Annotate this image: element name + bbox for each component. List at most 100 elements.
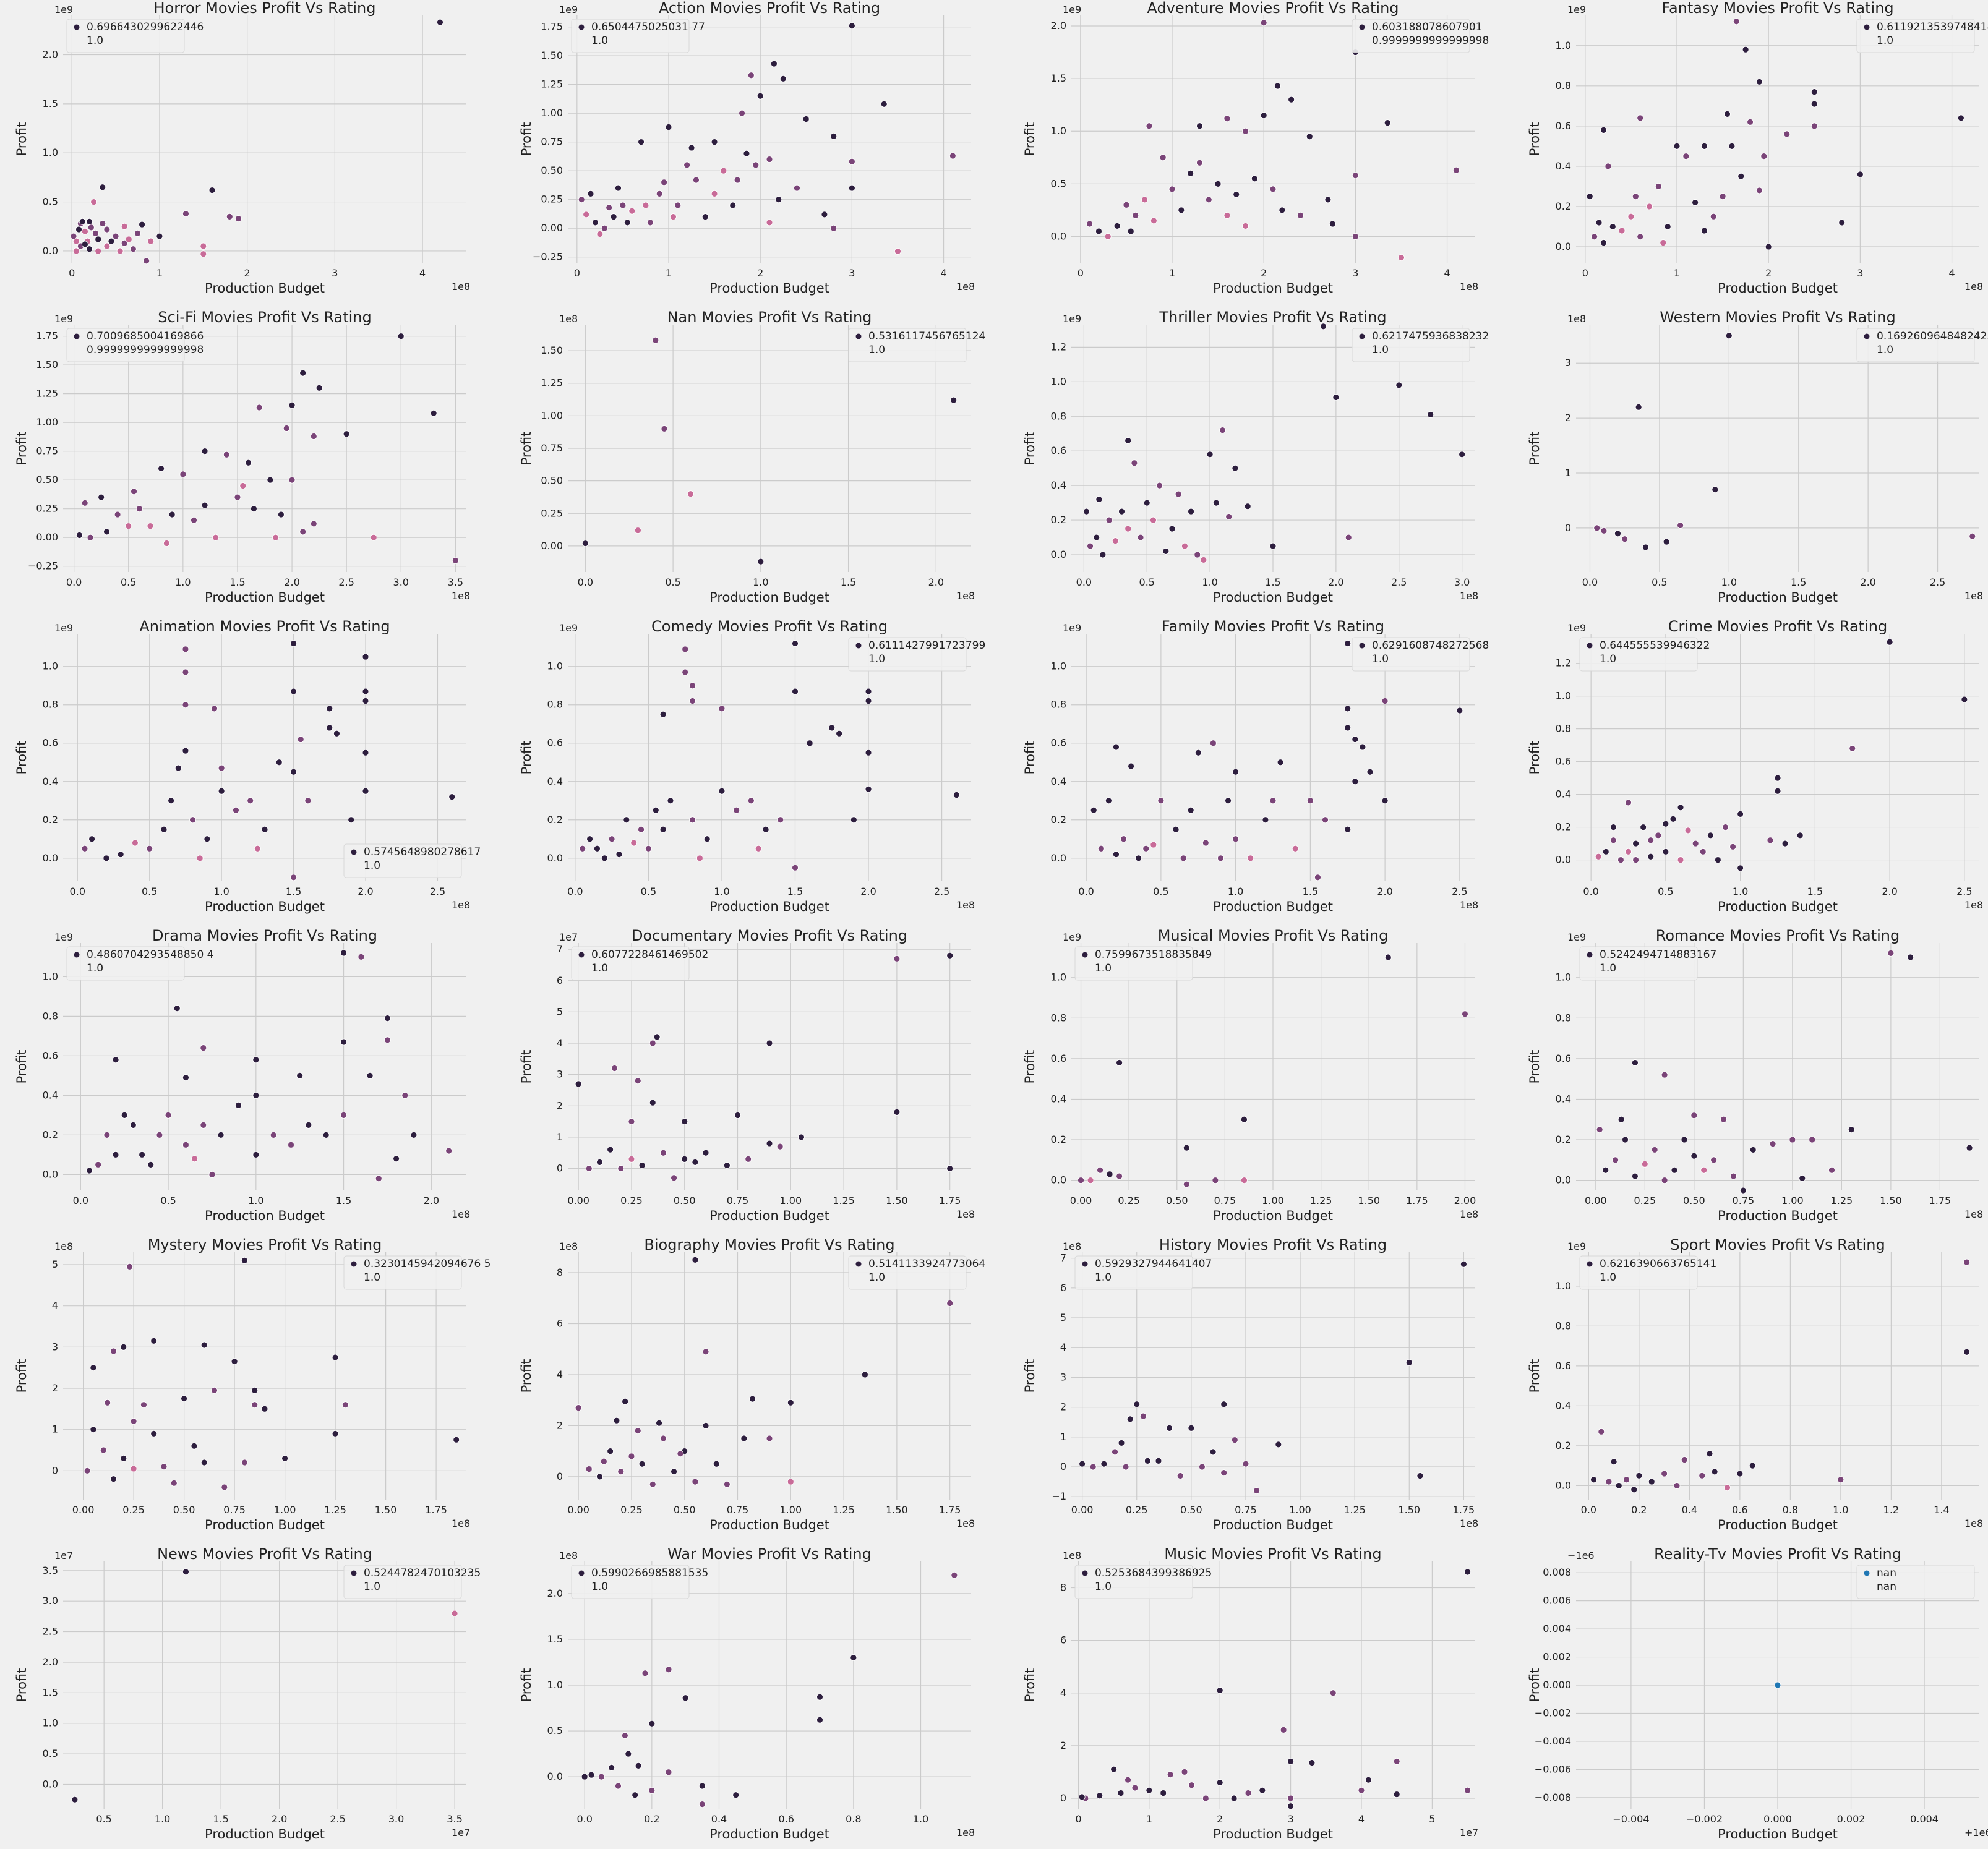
y-tick-label: 1.75 [541, 21, 563, 33]
data-point [771, 60, 778, 67]
data-point [296, 1072, 304, 1079]
data-point [1116, 1059, 1123, 1066]
chart-title: Fantasy Movies Profit Vs Rating [1661, 0, 1893, 17]
data-point [1711, 1468, 1718, 1475]
data-point [87, 224, 95, 231]
data-point [777, 816, 784, 824]
data-point [261, 826, 268, 833]
y-tick-label: 2 [1060, 1401, 1066, 1413]
data-point [143, 257, 150, 265]
data-point [1245, 1790, 1252, 1796]
y-tick-label: 0.0 [1556, 854, 1571, 866]
data-point [1737, 810, 1744, 818]
data-point [191, 1155, 199, 1163]
y-tick-label: 0.2 [1556, 1134, 1571, 1145]
data-point [1156, 482, 1163, 489]
y-tick-label: 4 [1060, 1341, 1066, 1353]
data-point [798, 1134, 805, 1141]
data-point [1452, 166, 1460, 174]
x-axis-label: Production Budget [1718, 590, 1838, 605]
y-tick-label: 3 [1565, 357, 1571, 369]
y-tick-label: 2.5 [43, 1626, 58, 1638]
data-point [1090, 806, 1097, 814]
data-point [1677, 804, 1684, 811]
data-point [652, 806, 659, 814]
data-point [129, 246, 137, 253]
x-tick-label: 2.0 [1328, 576, 1343, 588]
data-point [687, 490, 694, 498]
data-point [1344, 640, 1352, 647]
data-point [1095, 228, 1102, 235]
y-offset-label: 1e9 [54, 931, 73, 943]
data-point [733, 806, 740, 814]
x-tick-label: 2.0 [272, 1813, 287, 1825]
data-point [1155, 1457, 1162, 1464]
chart-title: Sci-Fi Movies Profit Vs Rating [158, 309, 371, 326]
legend-box [571, 1565, 690, 1599]
data-point [267, 476, 274, 484]
x-tick-label: 2.0 [1882, 886, 1897, 897]
y-axis-label: Profit [14, 432, 29, 466]
data-point [1181, 1769, 1188, 1775]
data-point [1087, 542, 1094, 550]
x-tick-label: 0.25 [620, 1195, 643, 1206]
y-tick-label: 0.5 [43, 196, 58, 208]
chart-title: Family Movies Profit Vs Rating [1162, 618, 1384, 635]
data-point [1202, 839, 1209, 847]
data-point [332, 1430, 339, 1437]
y-tick-label: 5 [1060, 1312, 1066, 1323]
legend-box [1074, 1255, 1193, 1290]
data-point [583, 211, 590, 218]
data-point [1314, 874, 1321, 881]
data-point [946, 1165, 954, 1172]
data-point [358, 954, 365, 960]
data-point [752, 161, 760, 169]
x-tick-label: 1.0 [714, 886, 729, 897]
data-point [1106, 1171, 1113, 1178]
data-point [1288, 96, 1295, 103]
legend-box [1352, 19, 1470, 53]
data-point [1456, 707, 1463, 714]
x-tick-label: 1.5 [1303, 886, 1318, 897]
data-point [611, 1065, 618, 1072]
data-point [634, 1077, 641, 1085]
chart-panel-17: 0.00 0.25 0.50 0.75 1.00 1.25 1.50 1.75 0 1 2 3 4 5 1e… [14, 1236, 491, 1532]
chart-panel-15: 0.00 0.25 0.50 0.75 1.00 1.25 1.50 1.75 2.00 0.0 0… [1022, 927, 1478, 1223]
data-point [250, 505, 257, 513]
data-point [740, 1435, 748, 1442]
data-point [1324, 196, 1332, 203]
x-tick-label: 0.000 [1763, 1813, 1792, 1825]
data-point [739, 109, 745, 117]
data-point [1125, 1776, 1131, 1783]
legend-box [1856, 1565, 1975, 1599]
x-tick-label: 3.5 [447, 1813, 462, 1825]
legend-entry: 0.5244782470103235 [364, 1567, 481, 1579]
data-point [108, 237, 115, 245]
x-tick-label: 0.5 [1139, 576, 1155, 588]
x-tick-label: 2.5 [1930, 576, 1945, 588]
data-point [290, 768, 297, 775]
x-offset-label: 1e8 [1460, 590, 1478, 602]
data-point [1127, 228, 1134, 235]
data-point [340, 949, 347, 957]
data-point [233, 806, 239, 814]
y-tick-label: 0.4 [43, 775, 58, 787]
x-offset-label: 1e8 [452, 1208, 470, 1220]
data-point [634, 1427, 641, 1435]
data-point [163, 540, 170, 547]
data-point [1590, 1476, 1597, 1484]
data-point [756, 92, 764, 100]
data-point [147, 237, 155, 245]
y-tick-label: 1.5 [1051, 72, 1066, 84]
data-point [182, 646, 189, 653]
x-offset-label: 1e8 [1964, 899, 1983, 911]
data-point [401, 1092, 409, 1099]
x-axis-label: Production Budget [709, 1208, 829, 1223]
data-point [181, 1395, 188, 1403]
y-tick-label: 0.2 [1051, 1134, 1066, 1145]
data-point [638, 139, 645, 146]
x-axis-label: Production Budget [709, 590, 829, 605]
data-point [652, 336, 659, 344]
y-offset-label: 1e9 [1063, 313, 1081, 325]
